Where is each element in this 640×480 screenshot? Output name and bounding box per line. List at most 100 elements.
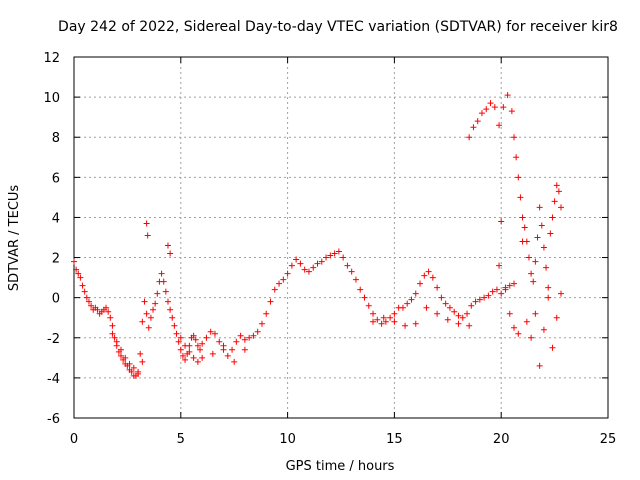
data-point bbox=[478, 110, 485, 117]
data-point bbox=[126, 360, 133, 367]
data-point bbox=[523, 318, 530, 325]
data-point bbox=[378, 320, 385, 327]
data-point bbox=[177, 346, 184, 353]
data-point bbox=[340, 254, 347, 261]
data-point bbox=[122, 354, 129, 361]
data-point bbox=[498, 218, 505, 225]
x-tick-label: 10 bbox=[279, 432, 296, 447]
data-point bbox=[75, 270, 82, 277]
data-point bbox=[470, 124, 477, 131]
data-point bbox=[145, 324, 152, 331]
data-point bbox=[549, 214, 556, 221]
data-point bbox=[412, 290, 419, 297]
data-point bbox=[107, 314, 114, 321]
data-point bbox=[511, 134, 518, 141]
data-point bbox=[137, 350, 144, 357]
data-point bbox=[528, 270, 535, 277]
data-point bbox=[83, 294, 90, 301]
data-point bbox=[455, 312, 462, 319]
data-point bbox=[404, 300, 411, 307]
data-point bbox=[387, 314, 394, 321]
data-point bbox=[472, 298, 479, 305]
data-point bbox=[365, 302, 372, 309]
data-point bbox=[164, 242, 171, 249]
data-point bbox=[361, 294, 368, 301]
data-point bbox=[297, 260, 304, 267]
data-point bbox=[79, 282, 86, 289]
data-point bbox=[434, 310, 441, 317]
data-point bbox=[81, 288, 88, 295]
data-point bbox=[160, 278, 167, 285]
data-point bbox=[182, 342, 189, 349]
y-tick-label: 8 bbox=[52, 131, 60, 146]
data-point bbox=[498, 290, 505, 297]
x-tick-label: 5 bbox=[177, 432, 185, 447]
data-point bbox=[370, 310, 377, 317]
series-main-track bbox=[71, 248, 518, 379]
data-point bbox=[496, 262, 503, 269]
data-point bbox=[143, 310, 150, 317]
data-point bbox=[323, 254, 330, 261]
data-point bbox=[250, 332, 257, 339]
data-point bbox=[483, 106, 490, 113]
data-point bbox=[220, 342, 227, 349]
data-point bbox=[190, 332, 197, 339]
data-point bbox=[506, 282, 513, 289]
data-point bbox=[476, 296, 483, 303]
data-point bbox=[382, 318, 389, 325]
data-point bbox=[203, 334, 210, 341]
data-point bbox=[508, 108, 515, 115]
data-point bbox=[254, 328, 261, 335]
y-tick-label: 4 bbox=[52, 211, 60, 226]
data-point bbox=[521, 224, 528, 231]
data-point bbox=[139, 358, 146, 365]
data-point bbox=[513, 154, 520, 161]
data-point bbox=[175, 338, 182, 345]
chart-title: Day 242 of 2022, Sidereal Day-to-day VTE… bbox=[58, 19, 618, 35]
data-point bbox=[352, 276, 359, 283]
data-point bbox=[237, 332, 244, 339]
data-point bbox=[485, 292, 492, 299]
series-lower-branch bbox=[109, 304, 473, 377]
data-point bbox=[434, 284, 441, 291]
data-point bbox=[370, 318, 377, 325]
data-point bbox=[109, 322, 116, 329]
data-point bbox=[293, 256, 300, 263]
data-point bbox=[162, 288, 169, 295]
y-tick-label: 0 bbox=[52, 292, 60, 307]
data-point bbox=[558, 290, 565, 297]
data-point bbox=[117, 346, 124, 353]
data-point bbox=[344, 262, 351, 269]
data-point bbox=[451, 308, 458, 315]
y-tick-label: 12 bbox=[43, 51, 60, 66]
data-point bbox=[525, 254, 532, 261]
data-point bbox=[186, 348, 193, 355]
data-point bbox=[530, 278, 537, 285]
series-spikes bbox=[143, 220, 174, 257]
data-point bbox=[105, 308, 112, 315]
data-point bbox=[280, 276, 287, 283]
y-tick-label: -6 bbox=[47, 412, 60, 427]
data-point bbox=[487, 100, 494, 107]
data-point bbox=[284, 270, 291, 277]
data-point bbox=[128, 368, 135, 375]
data-point bbox=[532, 258, 539, 265]
data-point bbox=[314, 260, 321, 267]
data-point bbox=[496, 122, 503, 129]
data-point bbox=[113, 338, 120, 345]
data-point bbox=[464, 310, 471, 317]
data-point bbox=[173, 330, 180, 337]
data-point bbox=[135, 370, 142, 377]
x-tick-label: 15 bbox=[386, 432, 403, 447]
data-point bbox=[532, 310, 539, 317]
data-point bbox=[455, 320, 462, 327]
y-tick-labels: -6 -4 -2 0 2 4 6 8 10 12 bbox=[43, 51, 60, 427]
data-point bbox=[88, 302, 95, 309]
plot-frame bbox=[73, 56, 609, 419]
data-point bbox=[179, 352, 186, 359]
data-point bbox=[402, 322, 409, 329]
data-point bbox=[500, 104, 507, 111]
data-point bbox=[85, 298, 92, 305]
data-point bbox=[466, 322, 473, 329]
